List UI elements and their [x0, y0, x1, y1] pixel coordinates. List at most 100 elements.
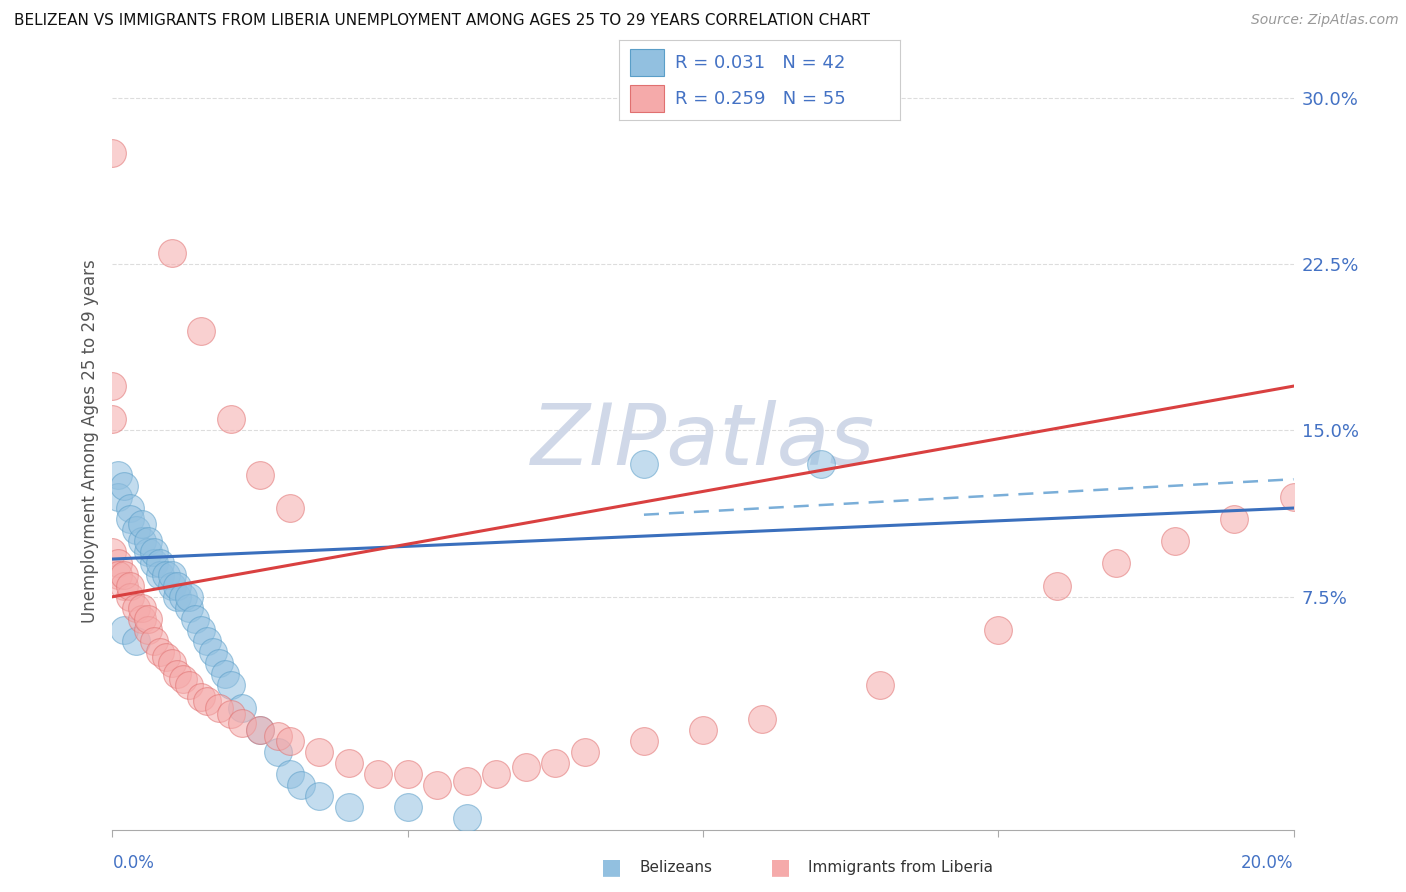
Text: ■: ■: [770, 857, 790, 877]
Point: [101, 412, 124, 426]
Point: [179, 600, 201, 615]
Point: [692, 723, 714, 737]
Point: [107, 567, 129, 582]
Point: [101, 146, 124, 161]
Point: [633, 457, 655, 471]
Point: [166, 590, 188, 604]
Point: [426, 778, 449, 792]
Point: [184, 612, 207, 626]
Point: [249, 723, 271, 737]
Point: [1046, 579, 1069, 593]
Point: [456, 812, 478, 826]
Point: [751, 712, 773, 726]
Point: [219, 707, 242, 722]
Point: [125, 523, 148, 537]
Point: [179, 590, 201, 604]
Point: [456, 773, 478, 788]
Point: [107, 467, 129, 482]
Point: [172, 590, 194, 604]
Point: [1164, 534, 1187, 549]
Point: [987, 623, 1010, 637]
Point: [190, 690, 212, 704]
Point: [219, 412, 242, 426]
Bar: [630, 85, 664, 112]
Point: [125, 634, 148, 648]
Point: [308, 745, 330, 759]
Point: [142, 545, 165, 559]
Point: [190, 623, 212, 637]
Point: [515, 760, 537, 774]
Point: [149, 567, 172, 582]
Point: [131, 516, 153, 531]
Point: [155, 649, 177, 664]
Point: [142, 557, 165, 571]
Text: Source: ZipAtlas.com: Source: ZipAtlas.com: [1251, 13, 1399, 28]
Point: [208, 657, 231, 671]
Point: [574, 745, 596, 759]
Point: [308, 789, 330, 804]
Point: [107, 490, 129, 504]
Point: [278, 501, 301, 516]
Point: [267, 730, 290, 744]
Point: [633, 734, 655, 748]
Point: [112, 579, 135, 593]
Point: [485, 767, 508, 781]
Point: [101, 379, 124, 393]
Point: [131, 534, 153, 549]
Text: 20.0%: 20.0%: [1241, 855, 1294, 872]
Point: [214, 667, 236, 681]
Point: [112, 623, 135, 637]
Text: Immigrants from Liberia: Immigrants from Liberia: [808, 860, 994, 874]
Point: [396, 767, 419, 781]
Point: [112, 567, 135, 582]
Point: [107, 557, 129, 571]
Text: Belizeans: Belizeans: [640, 860, 713, 874]
Point: [179, 678, 201, 692]
Point: [195, 634, 218, 648]
Point: [136, 612, 159, 626]
Text: ■: ■: [602, 857, 621, 877]
Point: [120, 579, 142, 593]
Text: ZIPatlas: ZIPatlas: [531, 400, 875, 483]
Point: [142, 634, 165, 648]
Y-axis label: Unemployment Among Ages 25 to 29 years: Unemployment Among Ages 25 to 29 years: [80, 260, 98, 624]
Point: [136, 623, 159, 637]
Point: [166, 579, 188, 593]
Point: [166, 667, 188, 681]
Bar: [630, 49, 664, 77]
Point: [160, 246, 183, 260]
Point: [337, 756, 360, 770]
Point: [544, 756, 567, 770]
Point: [125, 600, 148, 615]
Point: [131, 612, 153, 626]
Point: [278, 767, 301, 781]
Text: R = 0.031   N = 42: R = 0.031 N = 42: [675, 54, 845, 71]
Point: [101, 545, 124, 559]
Point: [267, 745, 290, 759]
Point: [149, 645, 172, 659]
Point: [337, 800, 360, 814]
Point: [231, 716, 253, 731]
Point: [120, 501, 142, 516]
Point: [869, 678, 891, 692]
Point: [231, 700, 253, 714]
Point: [1105, 557, 1128, 571]
Point: [160, 567, 183, 582]
Point: [172, 672, 194, 686]
Text: 0.0%: 0.0%: [112, 855, 155, 872]
Point: [208, 700, 231, 714]
Point: [136, 545, 159, 559]
Point: [249, 467, 271, 482]
Point: [278, 734, 301, 748]
Point: [1223, 512, 1246, 526]
Point: [396, 800, 419, 814]
Point: [120, 512, 142, 526]
Point: [249, 723, 271, 737]
Point: [367, 767, 389, 781]
Text: BELIZEAN VS IMMIGRANTS FROM LIBERIA UNEMPLOYMENT AMONG AGES 25 TO 29 YEARS CORRE: BELIZEAN VS IMMIGRANTS FROM LIBERIA UNEM…: [14, 13, 870, 29]
Point: [290, 778, 312, 792]
Point: [120, 590, 142, 604]
Point: [136, 534, 159, 549]
Point: [160, 579, 183, 593]
Point: [160, 657, 183, 671]
